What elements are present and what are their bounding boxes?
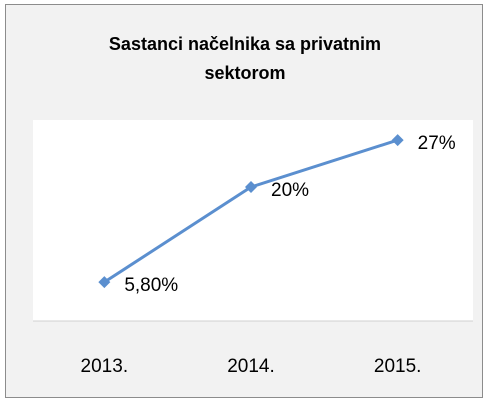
data-label: 5,80%	[124, 275, 178, 296]
data-label: 20%	[271, 180, 309, 201]
plot-area	[33, 120, 473, 321]
marker	[245, 181, 257, 193]
data-label: 27%	[418, 133, 456, 154]
marker	[391, 134, 404, 147]
x-tick-label: 2013.	[81, 356, 129, 377]
x-tick-label: 2014.	[227, 356, 275, 377]
chart-title: Sastanci načelnika sa privatnim sektorom	[108, 34, 382, 83]
marker	[98, 276, 111, 289]
x-tick-label: 2015.	[374, 356, 422, 377]
